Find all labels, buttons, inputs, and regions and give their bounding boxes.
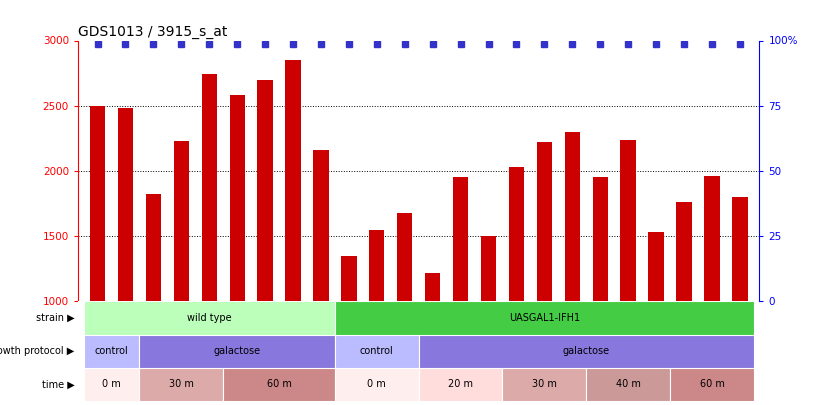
Text: control: control — [94, 346, 128, 356]
Bar — [84, 335, 140, 368]
Text: galactose: galactose — [213, 346, 261, 356]
Text: strain ▶: strain ▶ — [36, 313, 75, 323]
Text: time ▶: time ▶ — [42, 379, 75, 389]
Bar — [258, 80, 273, 301]
Text: 0 m: 0 m — [102, 379, 121, 389]
Bar — [621, 140, 635, 301]
Bar — [419, 368, 502, 401]
Bar — [453, 177, 468, 301]
Bar — [335, 368, 419, 401]
Text: 20 m: 20 m — [448, 379, 473, 389]
Bar — [89, 106, 105, 301]
Text: 30 m: 30 m — [169, 379, 194, 389]
Bar — [286, 60, 300, 301]
Text: 0 m: 0 m — [368, 379, 386, 389]
Bar — [84, 368, 140, 401]
Bar — [704, 176, 720, 301]
Text: GDS1013 / 3915_s_at: GDS1013 / 3915_s_at — [78, 26, 227, 39]
Bar — [314, 150, 328, 301]
Bar — [140, 335, 335, 368]
Bar — [335, 335, 419, 368]
Bar — [425, 273, 440, 301]
Bar — [202, 75, 217, 301]
Bar — [502, 368, 586, 401]
Bar — [537, 142, 552, 301]
Bar — [140, 368, 223, 401]
Bar — [145, 194, 161, 301]
Text: wild type: wild type — [187, 313, 232, 323]
Bar — [84, 301, 335, 335]
Bar — [670, 368, 754, 401]
Bar — [397, 213, 412, 301]
Text: 40 m: 40 m — [616, 379, 640, 389]
Text: UASGAL1-IFH1: UASGAL1-IFH1 — [509, 313, 580, 323]
Text: 30 m: 30 m — [532, 379, 557, 389]
Bar — [677, 202, 692, 301]
Bar — [223, 368, 335, 401]
Bar — [174, 141, 189, 301]
Bar — [117, 108, 133, 301]
Bar — [419, 335, 754, 368]
Bar — [732, 197, 748, 301]
Bar — [649, 232, 663, 301]
Bar — [509, 167, 524, 301]
Text: 60 m: 60 m — [699, 379, 724, 389]
Bar — [369, 230, 384, 301]
Bar — [342, 256, 356, 301]
Text: growth protocol ▶: growth protocol ▶ — [0, 346, 75, 356]
Bar — [565, 132, 580, 301]
Bar — [593, 177, 608, 301]
Text: galactose: galactose — [562, 346, 610, 356]
Text: 60 m: 60 m — [267, 379, 291, 389]
Bar — [586, 368, 670, 401]
Bar — [230, 95, 245, 301]
Text: control: control — [360, 346, 394, 356]
Bar — [481, 236, 496, 301]
Bar — [335, 301, 754, 335]
